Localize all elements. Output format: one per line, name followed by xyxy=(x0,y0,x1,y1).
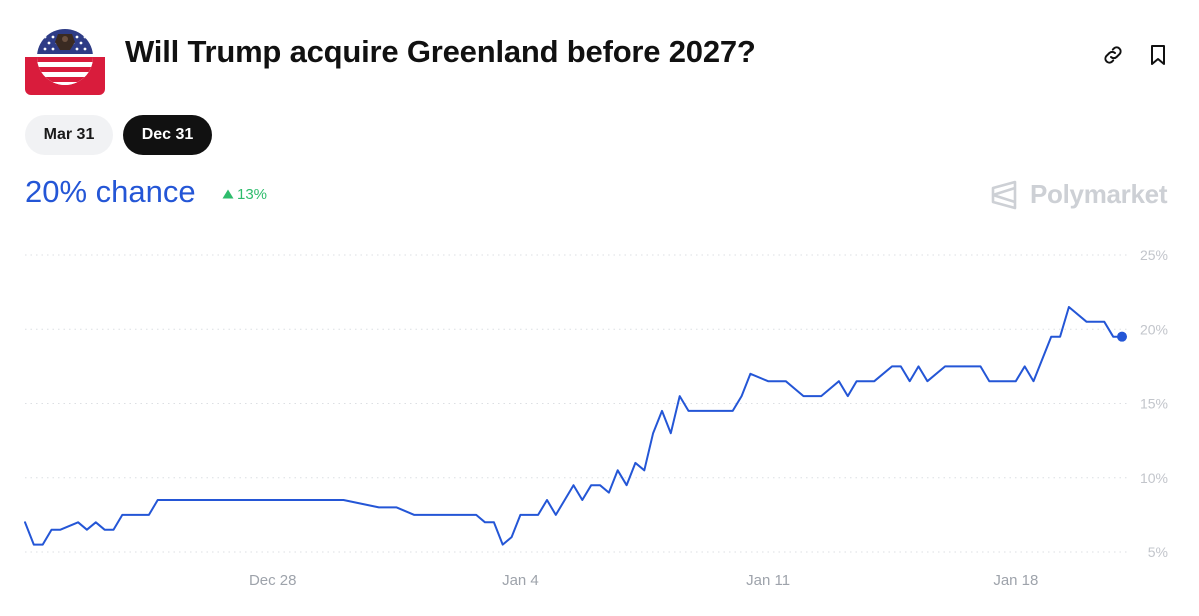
series-line xyxy=(24,306,1123,546)
tab-mar-31[interactable]: Mar 31 xyxy=(25,115,113,155)
triangle-up-icon xyxy=(222,189,234,199)
x-tick-label: Jan 11 xyxy=(746,572,790,589)
market-header: Will Trump acquire Greenland before 2027… xyxy=(25,28,1175,96)
change-indicator: 13% xyxy=(222,186,267,203)
link-icon[interactable] xyxy=(1101,43,1125,67)
last-point-marker[interactable] xyxy=(1117,331,1127,342)
y-tick-label: 15% xyxy=(1140,396,1168,412)
x-tick-label: Dec 28 xyxy=(249,572,297,589)
x-tick-label: Jan 4 xyxy=(502,572,539,589)
y-tick-label: 20% xyxy=(1140,321,1168,337)
x-tick-label: Jan 18 xyxy=(993,572,1038,589)
polymarket-logo-icon xyxy=(991,180,1017,210)
y-tick-label: 25% xyxy=(1140,247,1168,263)
y-tick-label: 5% xyxy=(1148,544,1168,560)
tab-dec-31[interactable]: Dec 31 xyxy=(123,115,212,155)
change-value: 13% xyxy=(237,186,268,203)
chance-value: 20% chance xyxy=(25,174,196,209)
market-title: Will Trump acquire Greenland before 2027… xyxy=(125,34,756,69)
y-tick-label: 10% xyxy=(1140,470,1168,486)
brand-name: Polymarket xyxy=(1030,179,1168,209)
bookmark-icon[interactable] xyxy=(1146,43,1170,67)
flag-avatar-icon xyxy=(25,28,105,95)
